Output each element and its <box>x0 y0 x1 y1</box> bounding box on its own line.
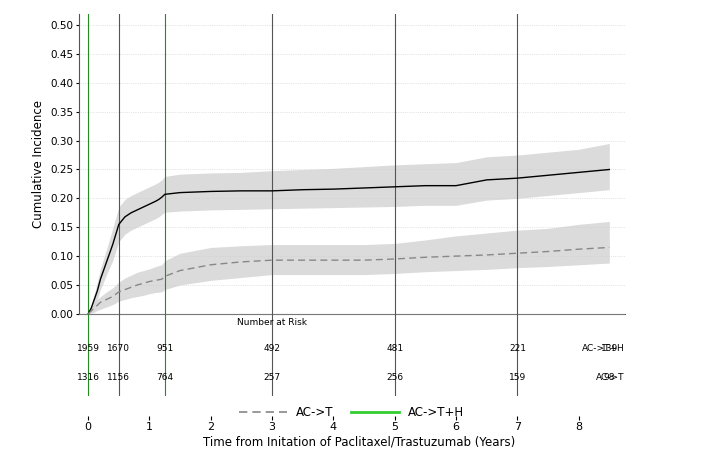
Text: 951: 951 <box>157 344 174 353</box>
Text: 1670: 1670 <box>107 344 131 353</box>
Text: 98: 98 <box>604 373 615 382</box>
Text: 764: 764 <box>157 373 173 382</box>
Text: AC->T+H: AC->T+H <box>582 344 625 353</box>
Text: 139: 139 <box>601 344 618 353</box>
Text: Time from Initation of Paclitaxel/Trastuzumab (Years): Time from Initation of Paclitaxel/Trastu… <box>203 435 515 448</box>
Text: 481: 481 <box>386 344 404 353</box>
Text: 159: 159 <box>509 373 526 382</box>
Text: 256: 256 <box>386 373 404 382</box>
Text: 1959: 1959 <box>77 344 100 353</box>
Text: Number at Risk: Number at Risk <box>237 318 307 327</box>
Text: 1156: 1156 <box>107 373 131 382</box>
Text: 221: 221 <box>509 344 526 353</box>
Text: 1316: 1316 <box>77 373 100 382</box>
Y-axis label: Cumulative Incidence: Cumulative Incidence <box>32 100 45 228</box>
Legend: AC->T, AC->T+H: AC->T, AC->T+H <box>235 402 469 424</box>
Text: AC->T: AC->T <box>596 373 625 382</box>
Text: 257: 257 <box>264 373 281 382</box>
Text: 492: 492 <box>264 344 281 353</box>
